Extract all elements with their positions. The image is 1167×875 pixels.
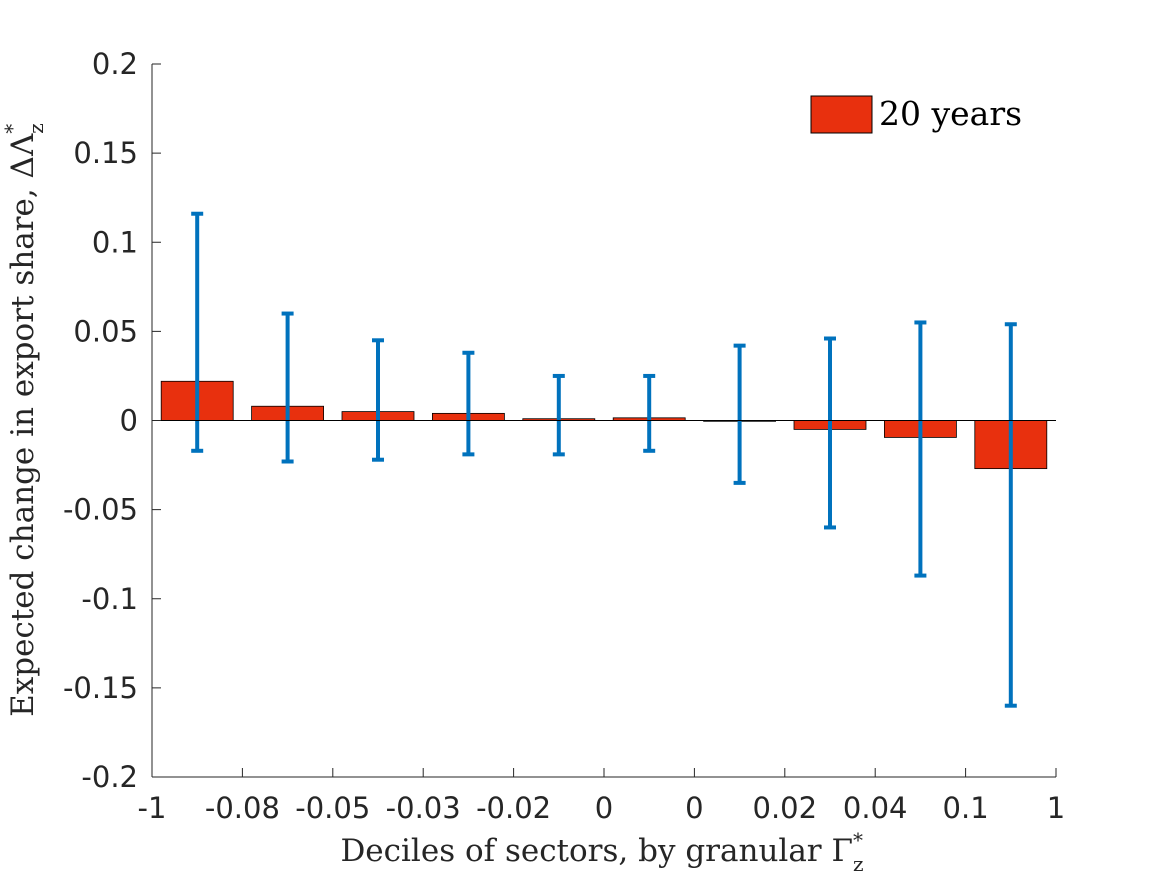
x-tick-label: -1 [138, 791, 167, 825]
x-tick-label: 0 [685, 791, 703, 825]
y-tick-label: -0.05 [63, 493, 138, 527]
y-tick-label: 0 [120, 404, 138, 438]
legend-label: 20 years [879, 94, 1022, 133]
error-bars-layer [191, 211, 1017, 708]
x-tick-label: -0.03 [386, 791, 461, 825]
x-tick-label: 0.04 [843, 791, 908, 825]
error-bar-2 [281, 311, 294, 464]
x-tick-label: -0.02 [476, 791, 551, 825]
error-bar-4 [462, 350, 475, 457]
error-bar-6 [643, 373, 656, 453]
y-tick-label: 0.1 [92, 225, 138, 259]
x-tick-label: 0.02 [753, 791, 818, 825]
y-axis-label: Expected change in export share, ΔΛ*z [0, 123, 48, 717]
error-bar-8 [824, 336, 836, 530]
x-tick-label: 0 [595, 791, 613, 825]
x-axis-label: Deciles of sectors, by granular Γ* z [340, 828, 863, 875]
legend-swatch [810, 95, 873, 134]
tick-labels-layer: -0.2 -0.15 -0.1 -0.05 0 0.05 0.1 0.15 0.2 -1 -0.08… [63, 47, 1065, 825]
error-bar-9 [914, 320, 927, 578]
axes-layer [151, 63, 1057, 778]
x-tick-label: 0.1 [943, 791, 989, 825]
y-tick-label: -0.2 [81, 760, 138, 794]
legend: 20 years [810, 94, 1022, 134]
error-bar-10 [1004, 322, 1017, 708]
error-bar-3 [372, 338, 384, 462]
y-tick-label: -0.15 [63, 671, 138, 705]
error-bar-5 [552, 373, 565, 457]
error-bar-1 [191, 211, 204, 453]
x-tick-label: 1 [1047, 791, 1065, 825]
y-tick-label: 0.05 [73, 314, 138, 348]
x-tick-label: -0.05 [295, 791, 370, 825]
bars-layer [160, 380, 1048, 470]
y-tick-label: 0.2 [92, 47, 138, 81]
x-tick-label: -0.08 [205, 791, 280, 825]
y-tick-label: 0.15 [73, 136, 138, 170]
y-tick-label: -0.1 [81, 582, 138, 616]
error-bar-7 [733, 343, 746, 485]
